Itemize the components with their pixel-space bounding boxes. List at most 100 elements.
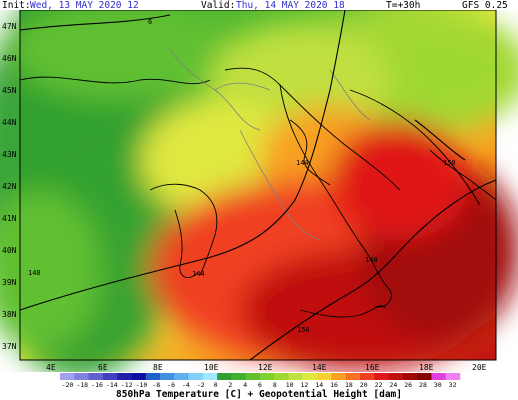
lon-label: 16E [365,363,380,372]
legend-swatch [274,373,289,380]
lon-label: 18E [419,363,434,372]
model-name: GFS 0.25 [462,0,508,11]
legend-swatch [160,373,175,380]
map-frame [0,10,518,372]
legend-swatch [60,373,75,380]
legend-swatch [431,373,447,380]
contour-label: 150 [443,159,456,167]
legend-caption: 850hPa Temperature [C] + Geopotential He… [116,389,402,400]
lon-label: 20E [472,363,487,372]
lat-label: 45N [2,86,17,95]
lead-time: T=+30h [386,0,421,11]
legend-swatch [231,373,247,380]
init-datetime: Wed, 13 MAY 2020 12 [30,0,139,11]
legend-tick-label: 2 [228,381,232,389]
lon-label: 8E [153,363,163,372]
longitude-labels: 4E 6E 8E 10E 12E 14E 16E 18E 20E [46,363,487,372]
valid-datetime: Thu, 14 MAY 2020 18 [236,0,345,11]
lat-label: 37N [2,342,17,351]
contour-label: 150 [297,326,310,334]
borders [169,49,371,241]
legend-tick-label: 24 [389,381,397,389]
legend-swatch [202,373,218,380]
legend-swatch [117,373,132,380]
legend-tick-label: -4 [182,381,190,389]
lon-label: 6E [98,363,108,372]
legend-tick-label: 12 [301,381,309,389]
legend-tick-label: 18 [345,381,353,389]
legend-tick-label: 14 [315,381,323,389]
legend-swatch [288,373,304,380]
legend-tick-label: -12 [121,381,133,389]
lat-label: 40N [2,246,17,255]
init-prefix: Init: [2,0,31,11]
contour-label: 148 [365,256,378,264]
valid-prefix: Valid: [201,0,236,11]
legend-swatch [145,373,161,380]
contour-label: 144 [192,270,205,278]
color-scale [60,373,461,380]
color-scale-ticks: -20 -18 -16 -14 -12 -10 -8 -6 -4 -2 0 2 4 6 8 10 12 14 16 1… [62,381,457,389]
contour-label: 148 [28,269,41,277]
legend-tick-label: 22 [375,381,383,389]
temperature-map: 144 144 150 148 150 148 6 47N 46N 45N 44… [0,10,518,372]
legend-swatch [360,373,375,380]
latitude-labels: 47N 46N 45N 44N 43N 42N 41N 40N 39N 38N … [2,22,17,351]
lon-label: 4E [46,363,56,372]
lat-label: 43N [2,150,17,159]
legend-tick-label: -10 [136,381,148,389]
legend-tick-label: 6 [258,381,262,389]
legend-tick-label: 30 [434,381,442,389]
legend-tick-label: -8 [152,381,160,389]
legend-swatch [345,373,361,380]
legend-swatch [402,373,418,380]
contour-label: 6 [148,18,152,26]
contour-label: 144 [296,159,309,167]
lat-label: 42N [2,182,17,191]
legend-tick-label: 26 [404,381,412,389]
legend-swatch [317,373,332,380]
lon-label: 12E [258,363,273,372]
lat-label: 38N [2,310,17,319]
legend-swatch [74,373,89,380]
legend-swatch [102,373,118,380]
lat-label: 44N [2,118,17,127]
legend-tick-label: 32 [449,381,457,389]
legend-swatch [331,373,347,380]
legend: -20 -18 -16 -14 -12 -10 -8 -6 -4 -2 0 2 4 6 8 10 12 14 16 1… [60,373,461,400]
lat-label: 46N [2,54,17,63]
legend-tick-label: 8 [273,381,277,389]
lon-label: 14E [312,363,327,372]
legend-swatch [374,373,389,380]
legend-tick-label: 0 [214,381,218,389]
lat-label: 41N [2,214,17,223]
legend-swatch [174,373,189,380]
legend-tick-label: 10 [286,381,294,389]
map-header: Init: Wed, 13 MAY 2020 12 Valid: Thu, 14… [0,0,518,12]
legend-tick-label: 28 [419,381,427,389]
legend-swatch [88,373,104,380]
lat-label: 47N [2,22,17,31]
coastlines [19,67,497,318]
legend-swatch [388,373,404,380]
contour-labels: 144 144 150 148 150 148 6 [28,18,456,334]
legend-swatch [217,373,232,380]
legend-swatch [245,373,261,380]
legend-tick-label: -16 [91,381,103,389]
legend-tick-label: -6 [167,381,175,389]
legend-tick-label: 20 [360,381,368,389]
legend-tick-label: -2 [197,381,205,389]
legend-tick-label: 4 [243,381,247,389]
lat-label: 39N [2,278,17,287]
geopotential-contours [19,10,497,361]
legend-tick-label: 16 [330,381,338,389]
legend-swatch [131,373,147,380]
legend-swatch [417,373,432,380]
legend-tick-label: -14 [106,381,118,389]
legend-swatch [188,373,204,380]
legend-swatch [445,373,461,380]
legend-swatch [302,373,318,380]
lon-label: 10E [204,363,219,372]
legend-swatch [260,373,275,380]
legend-tick-label: -20 [62,381,74,389]
